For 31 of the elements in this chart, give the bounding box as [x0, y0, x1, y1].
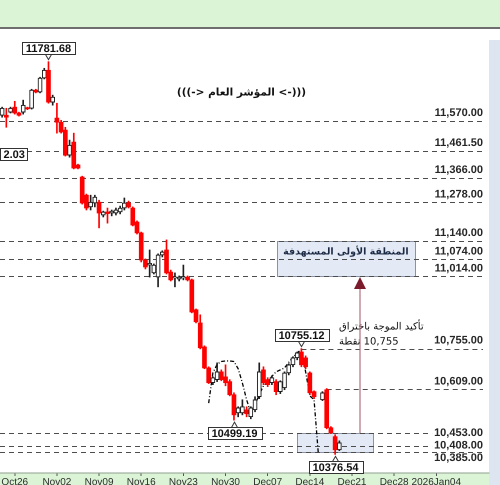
x-tick-label: Nov30 — [211, 476, 240, 485]
x-tick-label: Nov16 — [126, 476, 156, 485]
ref-line-label: 11,366.00 — [434, 164, 483, 176]
ref-line-label: 10,755.00 — [434, 334, 483, 347]
annotation: 10499.19 — [212, 428, 258, 440]
ref-line-label: 11,014.00 — [434, 262, 483, 274]
ref-line-label: 11,278.00 — [434, 188, 483, 200]
band-label: المنطقة الأولى المستهدفة — [283, 245, 409, 258]
annotation: 10376.54 — [312, 462, 360, 474]
ref-line-label: 10,408.00 — [434, 440, 483, 452]
x-tick-label: 2026Jan04 — [412, 476, 462, 485]
x-tick-label: Dec21 — [338, 476, 367, 485]
x-tick-label: Nov09 — [84, 476, 114, 485]
x-tick-label: Dec07 — [253, 476, 283, 485]
ref-line-label: 10,385.00 — [434, 452, 483, 464]
annotation: 10755.12 — [278, 330, 324, 342]
x-tick-label: Dec14 — [295, 476, 325, 485]
annotation: 2.03 — [4, 149, 25, 162]
ref-line-label: 10,453.00 — [434, 427, 483, 440]
x-tick-label: Oct26 — [1, 476, 29, 485]
ref-line-label: 11,074.00 — [434, 245, 483, 258]
annotation: 11781.68 — [26, 43, 72, 56]
x-tick-label: Nov02 — [42, 476, 72, 485]
x-tick-label: Nov23 — [168, 476, 198, 485]
ref-line-label: 10,609.00 — [434, 375, 483, 388]
x-tick-label: Dec28 — [380, 476, 410, 485]
ref-line-label: 11,140.00 — [434, 227, 483, 240]
text: (((-> المؤشر العام <-))) — [176, 86, 306, 99]
candlestick — [105, 208, 110, 224]
ref-line-label: 11,570.00 — [434, 106, 483, 119]
ref-line-label: 11,461.50 — [434, 137, 483, 150]
